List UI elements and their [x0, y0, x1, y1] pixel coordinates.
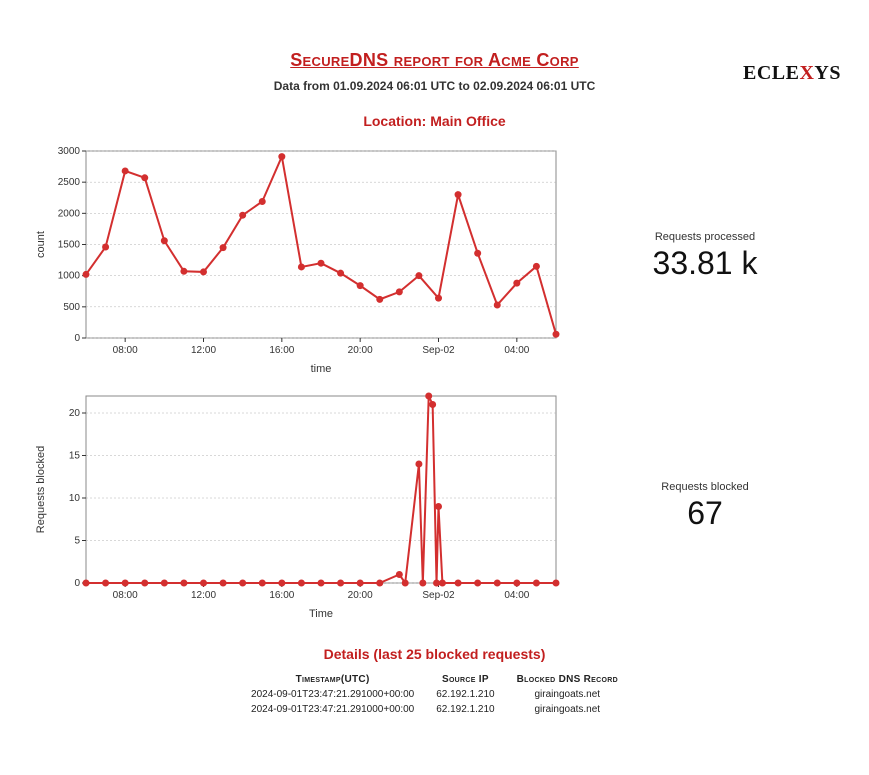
- svg-text:12:00: 12:00: [191, 590, 216, 601]
- table-header-cell: Blocked DNS Record: [507, 673, 628, 686]
- svg-text:1000: 1000: [58, 271, 81, 282]
- svg-text:2500: 2500: [58, 177, 81, 188]
- metric-label: Requests processed: [620, 231, 790, 243]
- svg-text:1500: 1500: [58, 240, 81, 251]
- metric-label: Requests blocked: [620, 481, 790, 493]
- location-label: Location: Main Office: [0, 113, 869, 129]
- details-title: Details (last 25 blocked requests): [0, 646, 869, 662]
- page-subtitle: Data from 01.09.2024 06:01 UTC to 02.09.…: [0, 79, 869, 93]
- brand-logo: ECLEXYS: [743, 62, 841, 85]
- svg-text:08:00: 08:00: [113, 345, 138, 356]
- table-header-cell: Timestamp(UTC): [241, 673, 424, 686]
- svg-text:3000: 3000: [58, 146, 81, 157]
- svg-text:0: 0: [74, 333, 80, 344]
- svg-text:Requests blocked: Requests blocked: [35, 446, 47, 533]
- svg-text:20: 20: [69, 408, 81, 419]
- svg-text:15: 15: [69, 451, 81, 462]
- metric-value: 67: [620, 495, 790, 532]
- svg-text:Time: Time: [309, 608, 333, 620]
- svg-text:2000: 2000: [58, 208, 81, 219]
- svg-text:time: time: [311, 363, 332, 375]
- svg-text:20:00: 20:00: [348, 345, 373, 356]
- chart-requests-processed: 0 500 1000 1500 2000 2500 3000 08:00 12:00 16:00 2…: [30, 141, 570, 381]
- svg-text:16:00: 16:00: [269, 345, 294, 356]
- svg-text:16:00: 16:00: [269, 590, 294, 601]
- table-row: 2024-09-01T23:47:21.291000+00:0062.192.1…: [241, 703, 628, 716]
- metric-requests-processed: Requests processed 33.81 k: [620, 231, 790, 282]
- svg-text:08:00: 08:00: [113, 590, 138, 601]
- svg-text:5: 5: [74, 536, 80, 547]
- chart-requests-blocked: 0 5 10 15 20 08:00 12:00 16:00 20:00 Sep-02 04:00 T…: [30, 386, 570, 626]
- table-header-cell: Source IP: [426, 673, 504, 686]
- table-row: 2024-09-01T23:47:21.291000+00:0062.192.1…: [241, 688, 628, 701]
- svg-text:500: 500: [63, 302, 80, 313]
- svg-text:Sep-02: Sep-02: [422, 590, 455, 601]
- svg-text:0: 0: [74, 578, 80, 589]
- metric-value: 33.81 k: [620, 245, 790, 282]
- svg-text:20:00: 20:00: [348, 590, 373, 601]
- page-title: SecureDNS report for Acme Corp: [0, 50, 869, 71]
- svg-text:Sep-02: Sep-02: [422, 345, 455, 356]
- svg-text:04:00: 04:00: [504, 345, 529, 356]
- svg-text:12:00: 12:00: [191, 345, 216, 356]
- svg-text:count: count: [35, 231, 47, 258]
- svg-text:10: 10: [69, 493, 81, 504]
- details-table: Timestamp(UTC)Source IPBlocked DNS Recor…: [0, 671, 869, 718]
- metric-requests-blocked: Requests blocked 67: [620, 481, 790, 532]
- svg-text:04:00: 04:00: [504, 590, 529, 601]
